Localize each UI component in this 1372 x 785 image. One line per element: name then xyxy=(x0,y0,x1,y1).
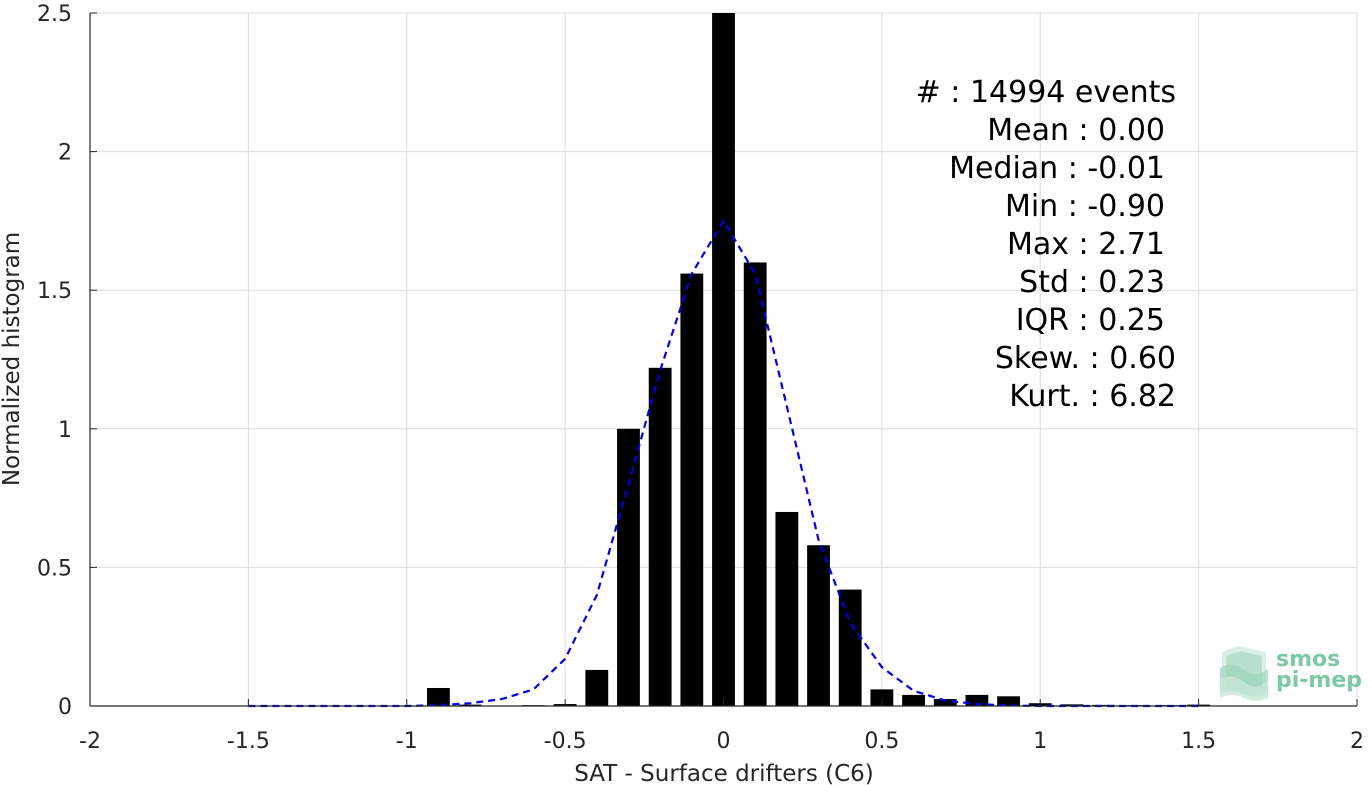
histogram-bar xyxy=(427,687,450,706)
x-tick-label: -0.5 xyxy=(544,729,587,754)
x-tick-label: 1.5 xyxy=(1181,729,1216,754)
x-tick-label: 2 xyxy=(1350,729,1364,754)
histogram-bar xyxy=(680,273,704,706)
x-tick-label: -1 xyxy=(396,729,418,754)
histogram-bar xyxy=(585,669,609,706)
histogram-bar xyxy=(965,694,989,706)
y-axis-label: Normalized histogram xyxy=(0,232,25,486)
histogram-bar xyxy=(902,694,925,706)
axes xyxy=(89,12,1358,707)
x-tick-label: 0.5 xyxy=(864,729,899,754)
logo-text-smos: smos xyxy=(1276,647,1340,672)
x-tick-label: 0 xyxy=(717,729,731,754)
histogram-bar xyxy=(775,511,799,706)
stat-line: IQR : 0.25 xyxy=(1016,303,1165,338)
histogram-bar xyxy=(933,699,957,706)
stat-line: Min : -0.90 xyxy=(1005,189,1165,224)
logo-text-pi-mep: pi-mep xyxy=(1276,668,1362,693)
histogram-bar xyxy=(997,696,1020,706)
smos-pi-mep-logo: smos pi-mep xyxy=(1220,646,1362,701)
stat-line: Mean : 0.00 xyxy=(987,113,1165,148)
histogram-bar xyxy=(648,367,672,706)
stat-line: Median : -0.01 xyxy=(949,151,1165,186)
gaussian-fit-curve xyxy=(248,218,1199,708)
logo-wave-icon xyxy=(1220,646,1268,701)
y-tick-label: 0 xyxy=(58,695,72,720)
histogram-bar xyxy=(617,428,640,706)
histogram-bar xyxy=(712,13,735,706)
x-axis-label: SAT - Surface drifters (C6) xyxy=(574,761,874,785)
y-tick-label: 1 xyxy=(58,418,72,443)
histogram-bar xyxy=(870,689,894,706)
y-tick-label: 2 xyxy=(58,141,72,166)
histogram-bar xyxy=(807,545,830,706)
x-tick-label: 1 xyxy=(1033,729,1047,754)
histogram-bars xyxy=(427,13,1211,706)
x-tick-label: -2 xyxy=(79,729,101,754)
stat-line: Kurt. : 6.82 xyxy=(1009,379,1176,414)
x-tick-labels: -2 -1.5 -1 -0.5 0 0.5 1 1.5 2 xyxy=(79,729,1364,754)
histogram-bar xyxy=(838,589,862,706)
x-tick-label: -1.5 xyxy=(227,729,270,754)
stat-line: Skew. : 0.60 xyxy=(995,341,1176,376)
stat-line: # : 14994 events xyxy=(916,75,1176,110)
y-tick-labels: 0 0.5 1 1.5 2 2.5 xyxy=(37,2,72,720)
y-tick-label: 1.5 xyxy=(37,279,72,304)
histogram-bar xyxy=(458,704,482,706)
stat-line: Std : 0.23 xyxy=(1019,265,1165,300)
y-tick-label: 0.5 xyxy=(37,556,72,581)
histogram-bar xyxy=(743,262,767,706)
stat-line: Max : 2.71 xyxy=(1007,227,1165,262)
y-tick-label: 2.5 xyxy=(37,2,72,27)
